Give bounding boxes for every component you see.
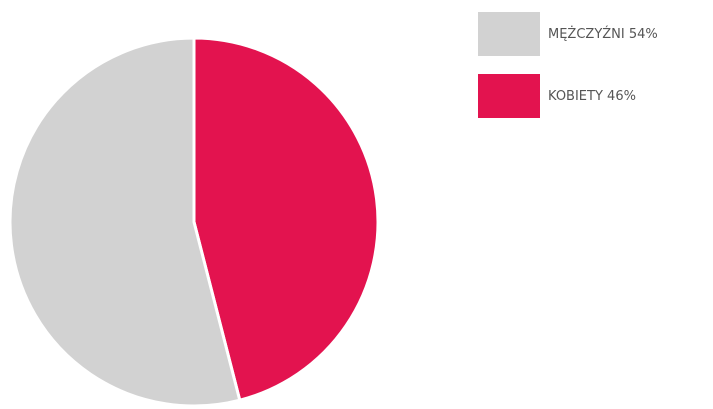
legend-swatch	[478, 74, 540, 118]
legend-value: 54%	[629, 27, 658, 42]
legend-category: MĘŻCZYŹNI	[548, 26, 625, 42]
legend-label: KOBIETY 46%	[548, 89, 636, 104]
legend-category: KOBIETY	[548, 89, 603, 104]
legend-value: 46%	[607, 89, 636, 104]
pie-slice	[8, 36, 242, 408]
legend-label: MĘŻCZYŹNI 54%	[548, 26, 658, 42]
legend-swatch	[478, 12, 540, 56]
pie-slice	[192, 36, 380, 403]
